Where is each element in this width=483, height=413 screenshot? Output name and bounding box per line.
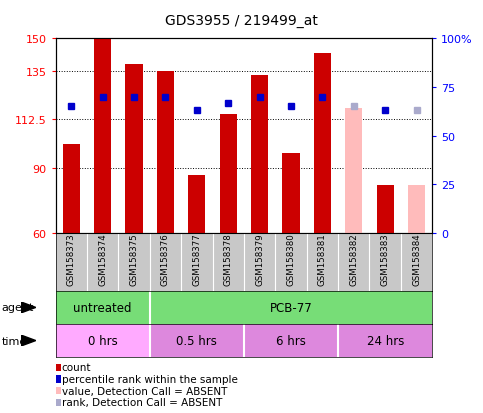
Text: time: time	[1, 336, 27, 346]
Text: GSM158384: GSM158384	[412, 233, 421, 286]
Polygon shape	[21, 335, 36, 346]
Text: GSM158381: GSM158381	[318, 233, 327, 286]
Text: GSM158380: GSM158380	[286, 233, 296, 286]
Bar	[251, 76, 268, 233]
Bar	[188, 175, 205, 233]
Text: 0 hrs: 0 hrs	[88, 334, 117, 347]
Bar	[63, 145, 80, 233]
Text: GSM158376: GSM158376	[161, 233, 170, 286]
Text: GSM158383: GSM158383	[381, 233, 390, 286]
Bar	[408, 186, 425, 233]
Text: GDS3955 / 219499_at: GDS3955 / 219499_at	[165, 14, 318, 28]
Bar	[157, 71, 174, 233]
Bar	[377, 186, 394, 233]
Text: rank, Detection Call = ABSENT: rank, Detection Call = ABSENT	[62, 397, 222, 407]
Text: percentile rank within the sample: percentile rank within the sample	[62, 374, 238, 384]
Text: 0.5 hrs: 0.5 hrs	[176, 334, 217, 347]
Text: GSM158379: GSM158379	[255, 233, 264, 286]
Text: 24 hrs: 24 hrs	[367, 334, 404, 347]
Bar	[94, 39, 111, 233]
Bar	[314, 55, 331, 233]
Bar	[338, 324, 432, 357]
Bar	[283, 154, 299, 233]
Text: GSM158374: GSM158374	[98, 233, 107, 286]
Bar	[345, 108, 362, 233]
Bar	[220, 115, 237, 233]
Text: GSM158373: GSM158373	[67, 233, 76, 286]
Text: PCB-77: PCB-77	[270, 301, 313, 314]
Polygon shape	[21, 302, 36, 313]
Text: count: count	[62, 363, 91, 373]
Text: 6 hrs: 6 hrs	[276, 334, 306, 347]
Text: GSM158382: GSM158382	[349, 233, 358, 286]
Bar	[126, 65, 142, 233]
Bar	[150, 324, 244, 357]
Text: value, Detection Call = ABSENT: value, Detection Call = ABSENT	[62, 386, 227, 396]
Text: untreated: untreated	[73, 301, 132, 314]
Bar	[56, 324, 150, 357]
Text: GSM158375: GSM158375	[129, 233, 139, 286]
Text: agent: agent	[1, 303, 34, 313]
Text: GSM158377: GSM158377	[192, 233, 201, 286]
Bar	[244, 324, 338, 357]
Text: GSM158378: GSM158378	[224, 233, 233, 286]
